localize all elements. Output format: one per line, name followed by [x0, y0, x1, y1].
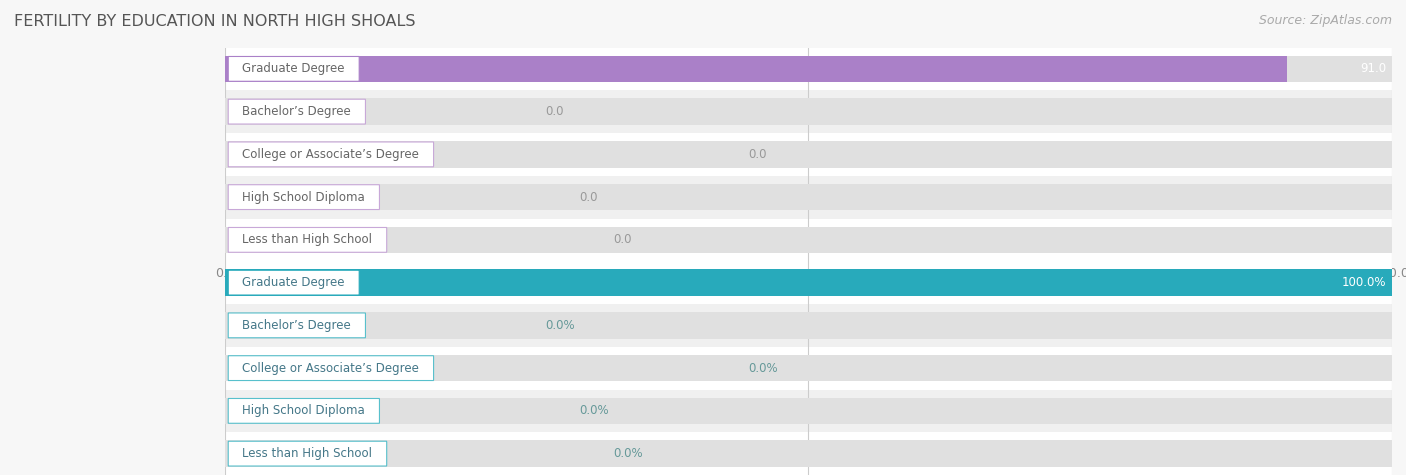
Text: 0.0: 0.0 — [613, 233, 631, 247]
Text: College or Associate’s Degree: College or Associate’s Degree — [242, 361, 419, 375]
Bar — [225, 355, 1392, 381]
Bar — [225, 312, 1392, 339]
FancyBboxPatch shape — [228, 228, 387, 252]
Text: 0.0: 0.0 — [579, 190, 598, 204]
Bar — [225, 56, 1392, 82]
Text: College or Associate’s Degree: College or Associate’s Degree — [242, 148, 419, 161]
Bar — [225, 48, 1392, 90]
FancyBboxPatch shape — [228, 270, 359, 295]
Text: 0.0%: 0.0% — [613, 447, 643, 460]
Bar — [225, 432, 1392, 475]
FancyBboxPatch shape — [228, 57, 359, 81]
Bar — [225, 269, 1392, 296]
Bar — [225, 347, 1392, 390]
Text: 91.0: 91.0 — [1360, 62, 1386, 76]
FancyBboxPatch shape — [228, 142, 433, 167]
Bar — [225, 98, 1392, 125]
Text: FERTILITY BY EDUCATION IN NORTH HIGH SHOALS: FERTILITY BY EDUCATION IN NORTH HIGH SHO… — [14, 14, 416, 29]
Bar — [225, 390, 1392, 432]
Bar — [225, 227, 1392, 253]
Text: 0.0%: 0.0% — [748, 361, 778, 375]
Text: Graduate Degree: Graduate Degree — [242, 276, 344, 289]
Bar — [225, 261, 1392, 304]
Bar — [225, 440, 1392, 467]
FancyBboxPatch shape — [228, 399, 380, 423]
Bar — [225, 269, 1392, 296]
Bar — [225, 133, 1392, 176]
Bar — [225, 398, 1392, 424]
Text: 0.0: 0.0 — [748, 148, 766, 161]
Bar — [225, 218, 1392, 261]
Text: Source: ZipAtlas.com: Source: ZipAtlas.com — [1258, 14, 1392, 27]
Bar — [225, 141, 1392, 168]
Text: 0.0: 0.0 — [546, 105, 564, 118]
Text: Graduate Degree: Graduate Degree — [242, 62, 344, 76]
Text: Bachelor’s Degree: Bachelor’s Degree — [242, 319, 352, 332]
FancyBboxPatch shape — [228, 356, 433, 380]
Text: High School Diploma: High School Diploma — [242, 404, 366, 418]
Text: Less than High School: Less than High School — [242, 447, 373, 460]
Bar — [225, 56, 1286, 82]
Bar — [225, 184, 1392, 210]
FancyBboxPatch shape — [228, 99, 366, 124]
FancyBboxPatch shape — [228, 313, 366, 338]
Bar — [225, 90, 1392, 133]
Bar — [225, 304, 1392, 347]
Text: High School Diploma: High School Diploma — [242, 190, 366, 204]
Text: 0.0%: 0.0% — [546, 319, 575, 332]
Text: Bachelor’s Degree: Bachelor’s Degree — [242, 105, 352, 118]
Bar — [225, 176, 1392, 218]
FancyBboxPatch shape — [228, 185, 380, 209]
FancyBboxPatch shape — [228, 441, 387, 466]
Text: Less than High School: Less than High School — [242, 233, 373, 247]
Text: 0.0%: 0.0% — [579, 404, 609, 418]
Text: 100.0%: 100.0% — [1341, 276, 1386, 289]
